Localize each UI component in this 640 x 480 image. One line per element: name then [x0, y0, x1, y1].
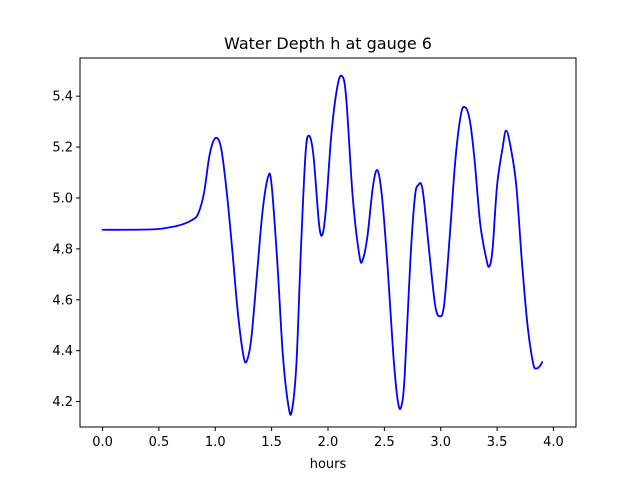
x-tick-label: 2.5: [374, 435, 395, 450]
x-tick-label: 0.5: [149, 435, 170, 450]
x-tick-label: 1.0: [205, 435, 226, 450]
y-tick-label: 5.0: [52, 191, 73, 206]
x-tick-label: 0.0: [92, 435, 113, 450]
y-tick-label: 4.6: [52, 293, 73, 308]
y-tick-label: 5.4: [52, 90, 73, 105]
x-tick-label: 2.0: [318, 435, 339, 450]
x-axis-ticks: 0.0 0.5 1.0 1.5 2.0 2.5 3.0 3.5 4.0: [92, 427, 564, 450]
x-tick-label: 3.5: [487, 435, 508, 450]
plot-area-frame: [79, 57, 577, 428]
y-tick-label: 5.2: [52, 141, 73, 156]
x-tick-label: 1.5: [261, 435, 282, 450]
x-axis-label: hours: [310, 457, 347, 472]
x-tick-label: 4.0: [543, 435, 564, 450]
y-tick-label: 4.8: [52, 242, 73, 257]
y-tick-label: 4.4: [52, 344, 73, 359]
series-line: [101, 74, 544, 416]
y-tick-label: 4.2: [52, 395, 73, 410]
x-tick-label: 3.0: [430, 435, 451, 450]
y-axis-ticks: 4.2 4.4 4.6 4.8 5.0 5.2 5.4: [52, 90, 80, 410]
chart-title: Water Depth h at gauge 6: [224, 34, 432, 53]
